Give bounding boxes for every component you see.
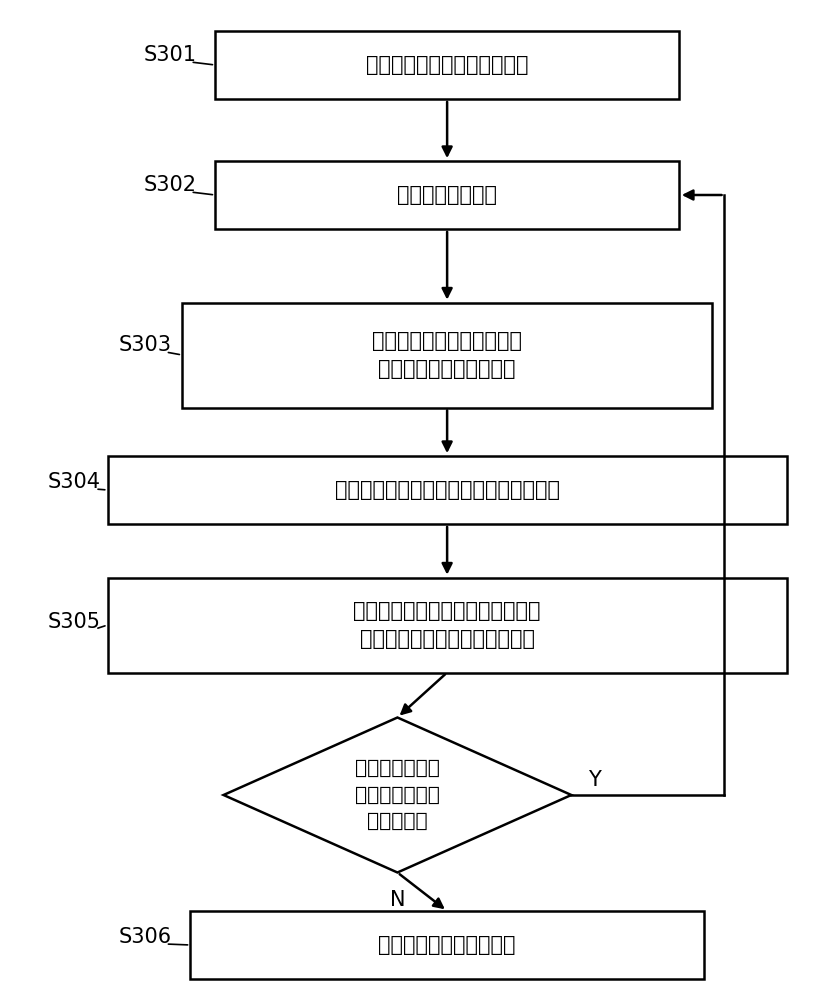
Text: 确定时域积分区域: 确定时域积分区域 xyxy=(397,185,496,205)
Text: S304: S304 xyxy=(48,472,101,492)
Text: 将多个非线性油膜力与螺旋
桨轴转子动力学方程耦合: 将多个非线性油膜力与螺旋 桨轴转子动力学方程耦合 xyxy=(371,331,522,379)
Text: S306: S306 xyxy=(118,927,171,947)
Text: 离散化固体域的计算结束: 离散化固体域的计算结束 xyxy=(378,935,515,955)
Text: 将所述螺旋桨轴颈处位移和中心位
置写入刚性边界条件数据库文件: 将所述螺旋桨轴颈处位移和中心位 置写入刚性边界条件数据库文件 xyxy=(353,601,540,649)
Bar xyxy=(215,161,678,229)
Text: S303: S303 xyxy=(118,335,171,355)
Bar xyxy=(182,302,711,408)
Text: S301: S301 xyxy=(143,45,196,65)
Text: N: N xyxy=(390,890,404,910)
Text: Y: Y xyxy=(587,770,600,790)
Bar xyxy=(108,456,786,524)
Text: S302: S302 xyxy=(143,175,196,195)
Text: 获得最新的螺旋桨轴颈处位移和中心位置: 获得最新的螺旋桨轴颈处位移和中心位置 xyxy=(334,480,559,500)
Bar xyxy=(108,578,786,672)
Text: 建立螺旋桨轴转子动力学方程: 建立螺旋桨轴转子动力学方程 xyxy=(366,55,528,75)
Text: 多个非线性油膜
力边界条件数据
库文件存在: 多个非线性油膜 力边界条件数据 库文件存在 xyxy=(355,759,439,831)
Polygon shape xyxy=(223,718,571,872)
Bar xyxy=(215,31,678,99)
Bar xyxy=(190,911,703,979)
Text: S305: S305 xyxy=(48,612,101,632)
